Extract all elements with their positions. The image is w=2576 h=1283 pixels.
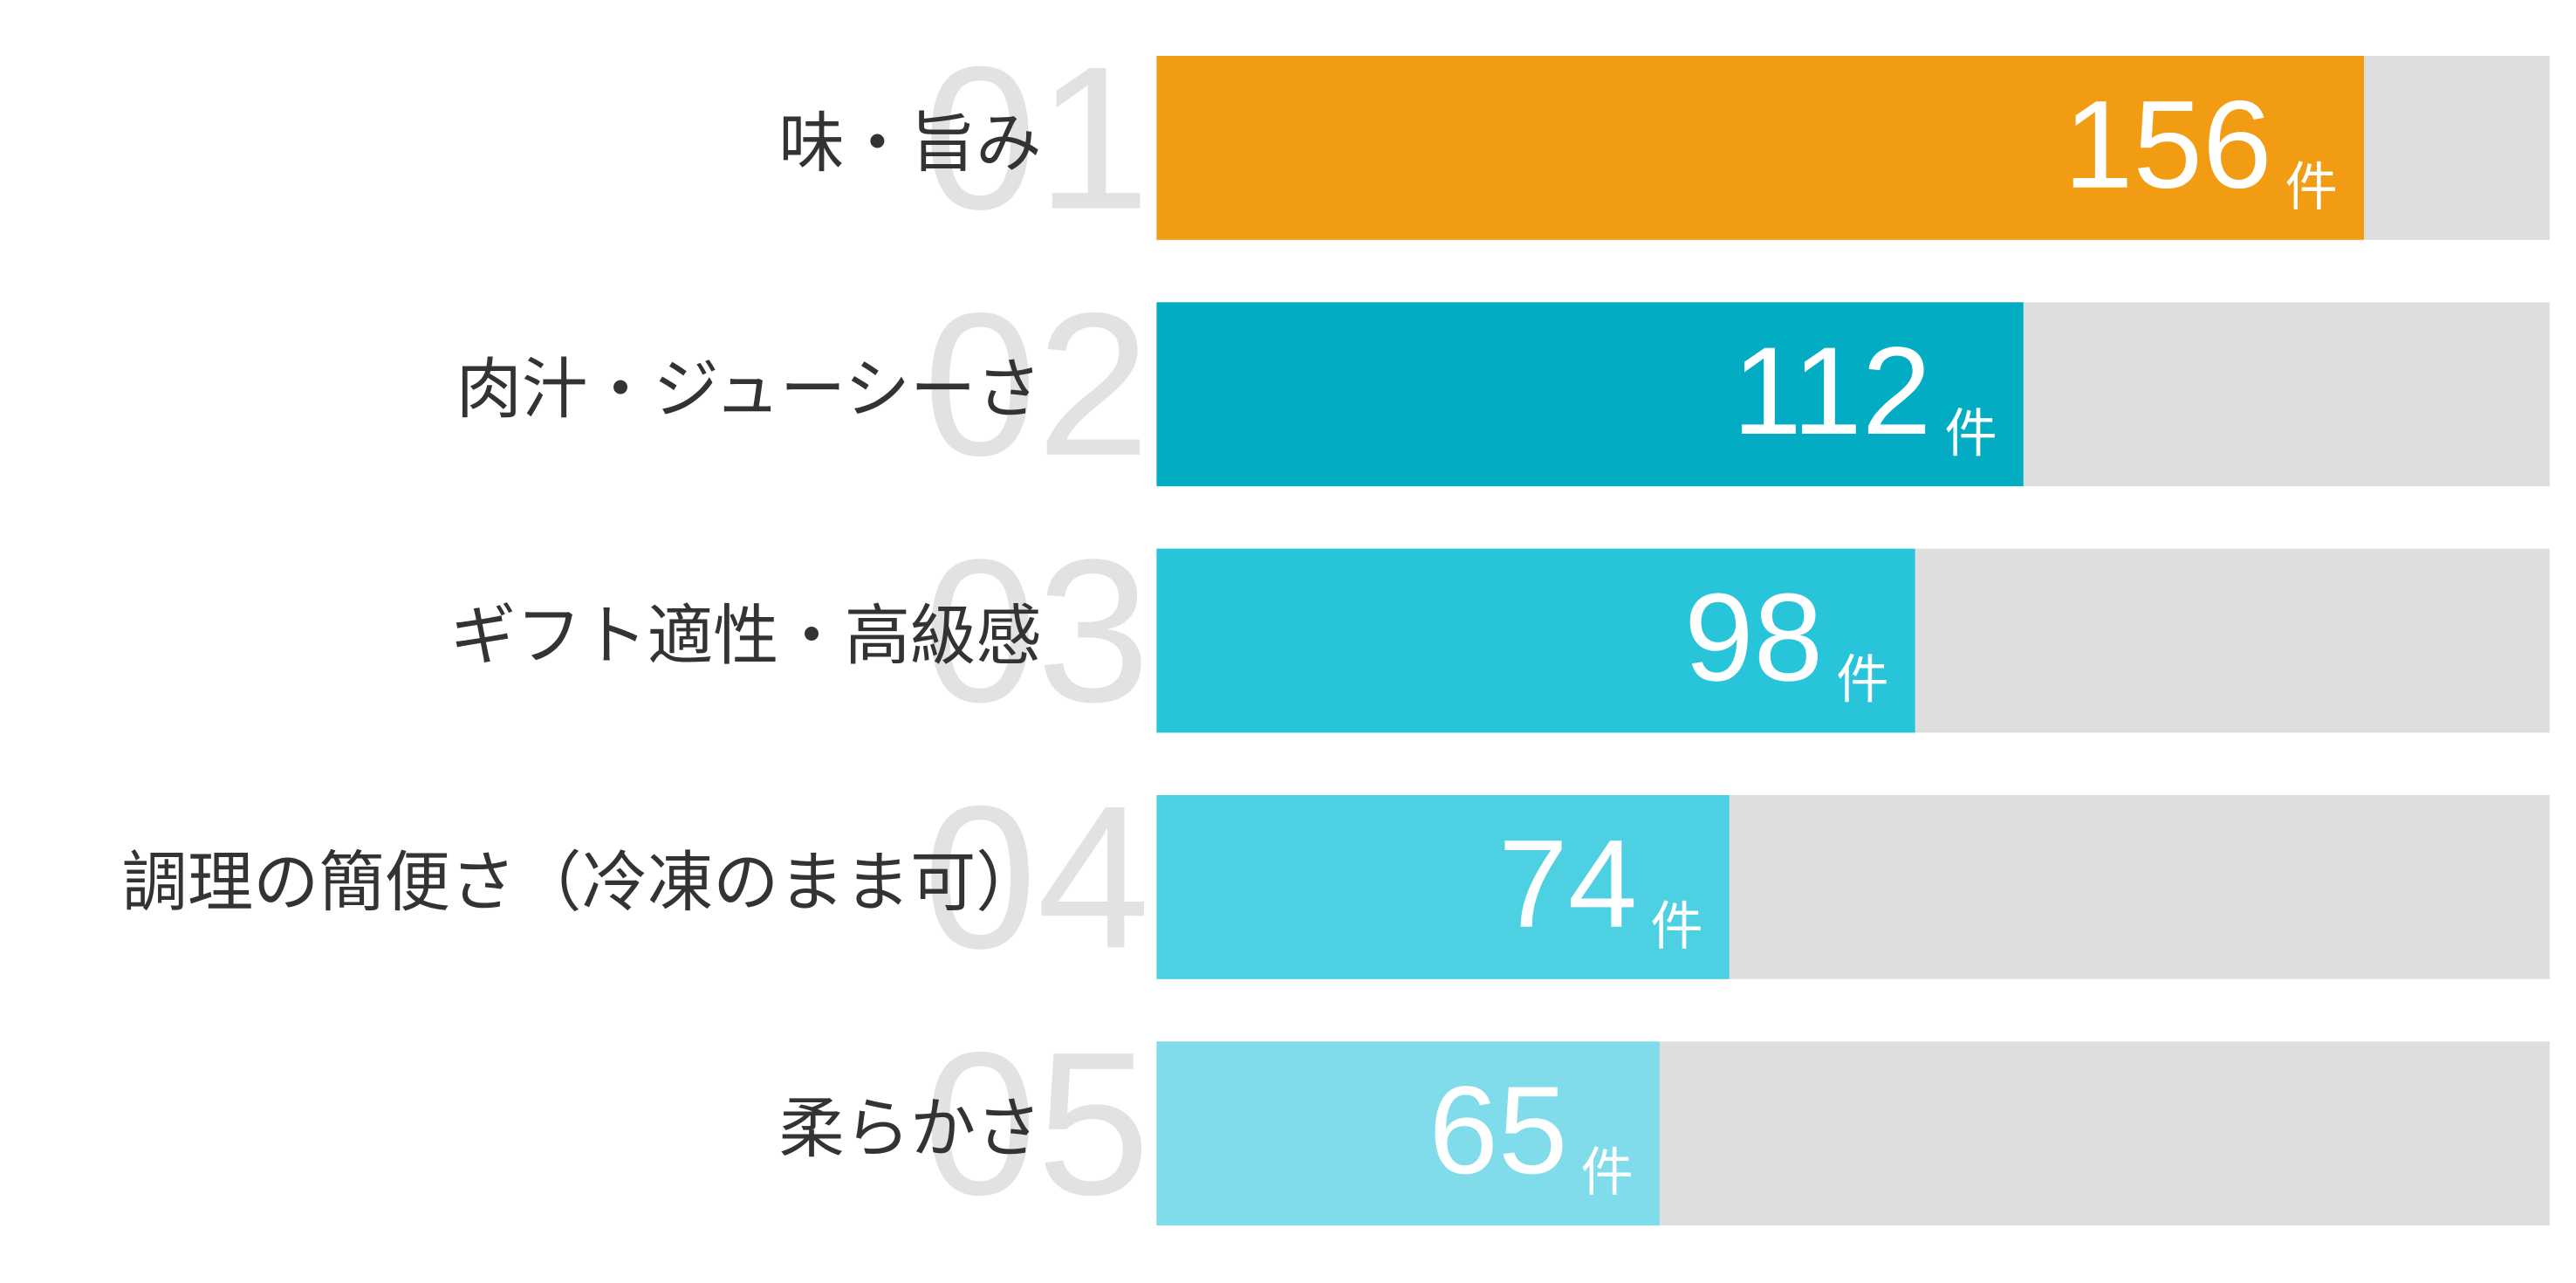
category-label: 柔らかさ [778, 1090, 1041, 1167]
rank-number: 02 [923, 271, 1150, 498]
value-label: 98 [1684, 567, 1823, 707]
value-unit: 件 [2285, 157, 2338, 218]
rank-number: 04 [923, 765, 1150, 991]
bar [1156, 1041, 1660, 1226]
bar [1156, 55, 2365, 240]
value-label: 156 [2064, 75, 2272, 215]
value-unit: 件 [1650, 896, 1702, 957]
bar [1156, 794, 1730, 979]
category-label: ギフト適性・高級感 [450, 598, 1042, 675]
bar [1156, 302, 2024, 487]
bar [1156, 548, 1915, 733]
value-label: 65 [1428, 1060, 1567, 1200]
value-label: 112 [1732, 321, 1931, 461]
value-unit: 件 [1944, 403, 1997, 464]
rank-number: 01 [923, 25, 1150, 252]
rank-number: 03 [923, 518, 1150, 744]
category-label: 肉汁・ジューシーさ [456, 351, 1042, 428]
rank-number: 05 [923, 1011, 1150, 1238]
value-label: 74 [1498, 814, 1637, 954]
category-label: 調理の簡便さ（冷凍のまま可） [122, 844, 1042, 921]
value-unit: 件 [1581, 1142, 1634, 1204]
category-label: 味・旨み [778, 105, 1041, 182]
value-unit: 件 [1836, 650, 1888, 711]
